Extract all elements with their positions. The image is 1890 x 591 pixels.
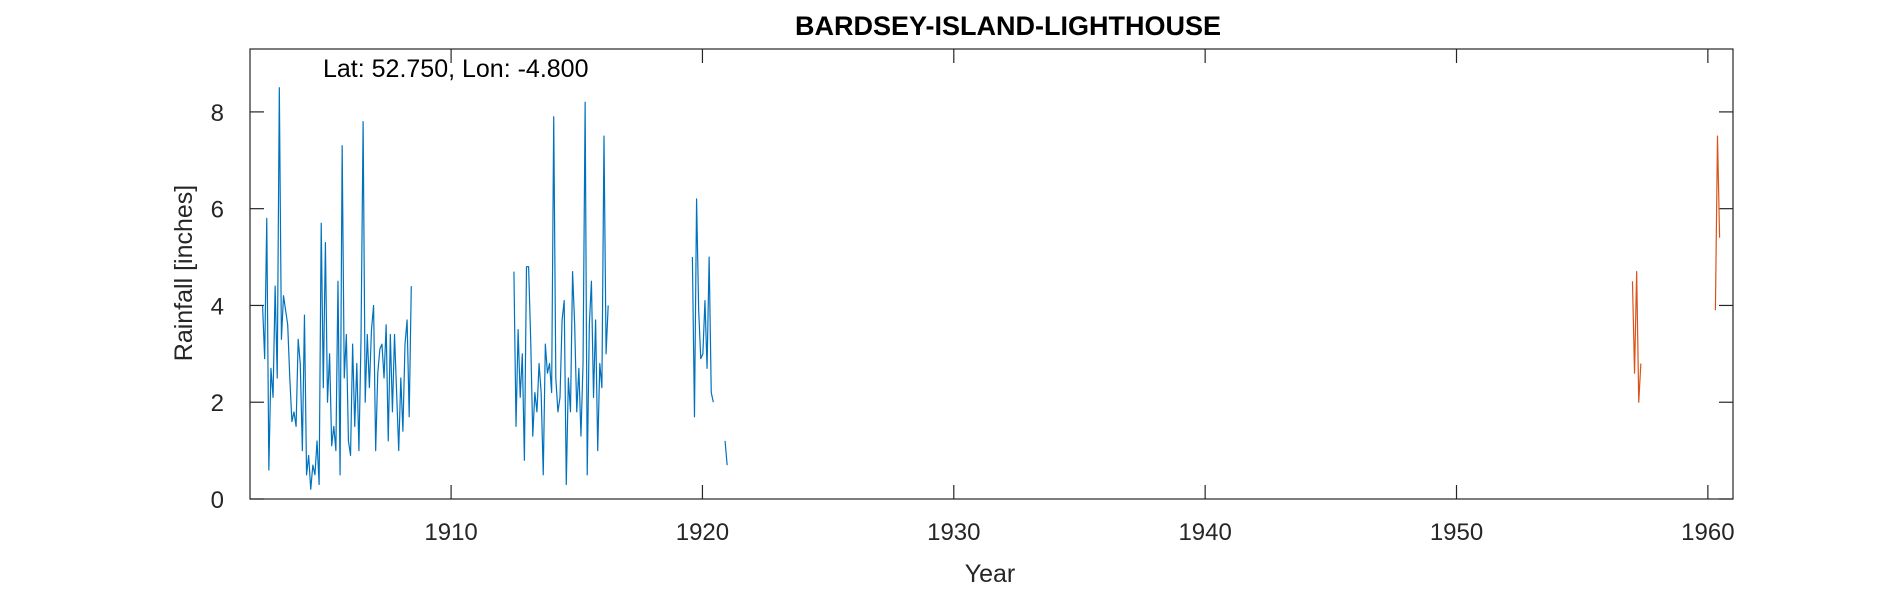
series-2-line [1714, 135, 1721, 311]
y-tick-label: 8 [211, 100, 224, 127]
series-2-line [1631, 270, 1642, 403]
series-layer [261, 87, 1721, 490]
series-1-line [724, 440, 728, 466]
series-1-line [691, 198, 714, 418]
plot-frame [249, 48, 1734, 500]
plot-axes: 1910 1920 1930 1940 1950 1960 0 2 4 6 8 [211, 48, 1735, 546]
location-annotation: Lat: 52.750, Lon: -4.800 [323, 55, 589, 83]
chart-title: BARDSEY-ISLAND-LIGHTHOUSE [795, 11, 1221, 41]
y-tick-label: 6 [211, 197, 224, 224]
x-axis-label: Year [965, 560, 1016, 588]
y-tick-label: 2 [211, 390, 224, 417]
series-1-line [261, 87, 412, 490]
series-1-line [513, 101, 609, 486]
x-tick-label: 1920 [676, 519, 729, 546]
x-tick-label: 1910 [424, 519, 477, 546]
x-tick-label: 1940 [1178, 519, 1231, 546]
y-tick-label: 4 [211, 293, 224, 320]
series-2 [1631, 135, 1721, 403]
x-tick-label: 1930 [927, 519, 980, 546]
y-axis-label: Rainfall [inches] [170, 185, 198, 361]
series-1 [261, 87, 728, 490]
x-tick-label: 1960 [1681, 519, 1734, 546]
x-tick-label: 1950 [1430, 519, 1483, 546]
y-tick-label: 0 [211, 487, 224, 514]
